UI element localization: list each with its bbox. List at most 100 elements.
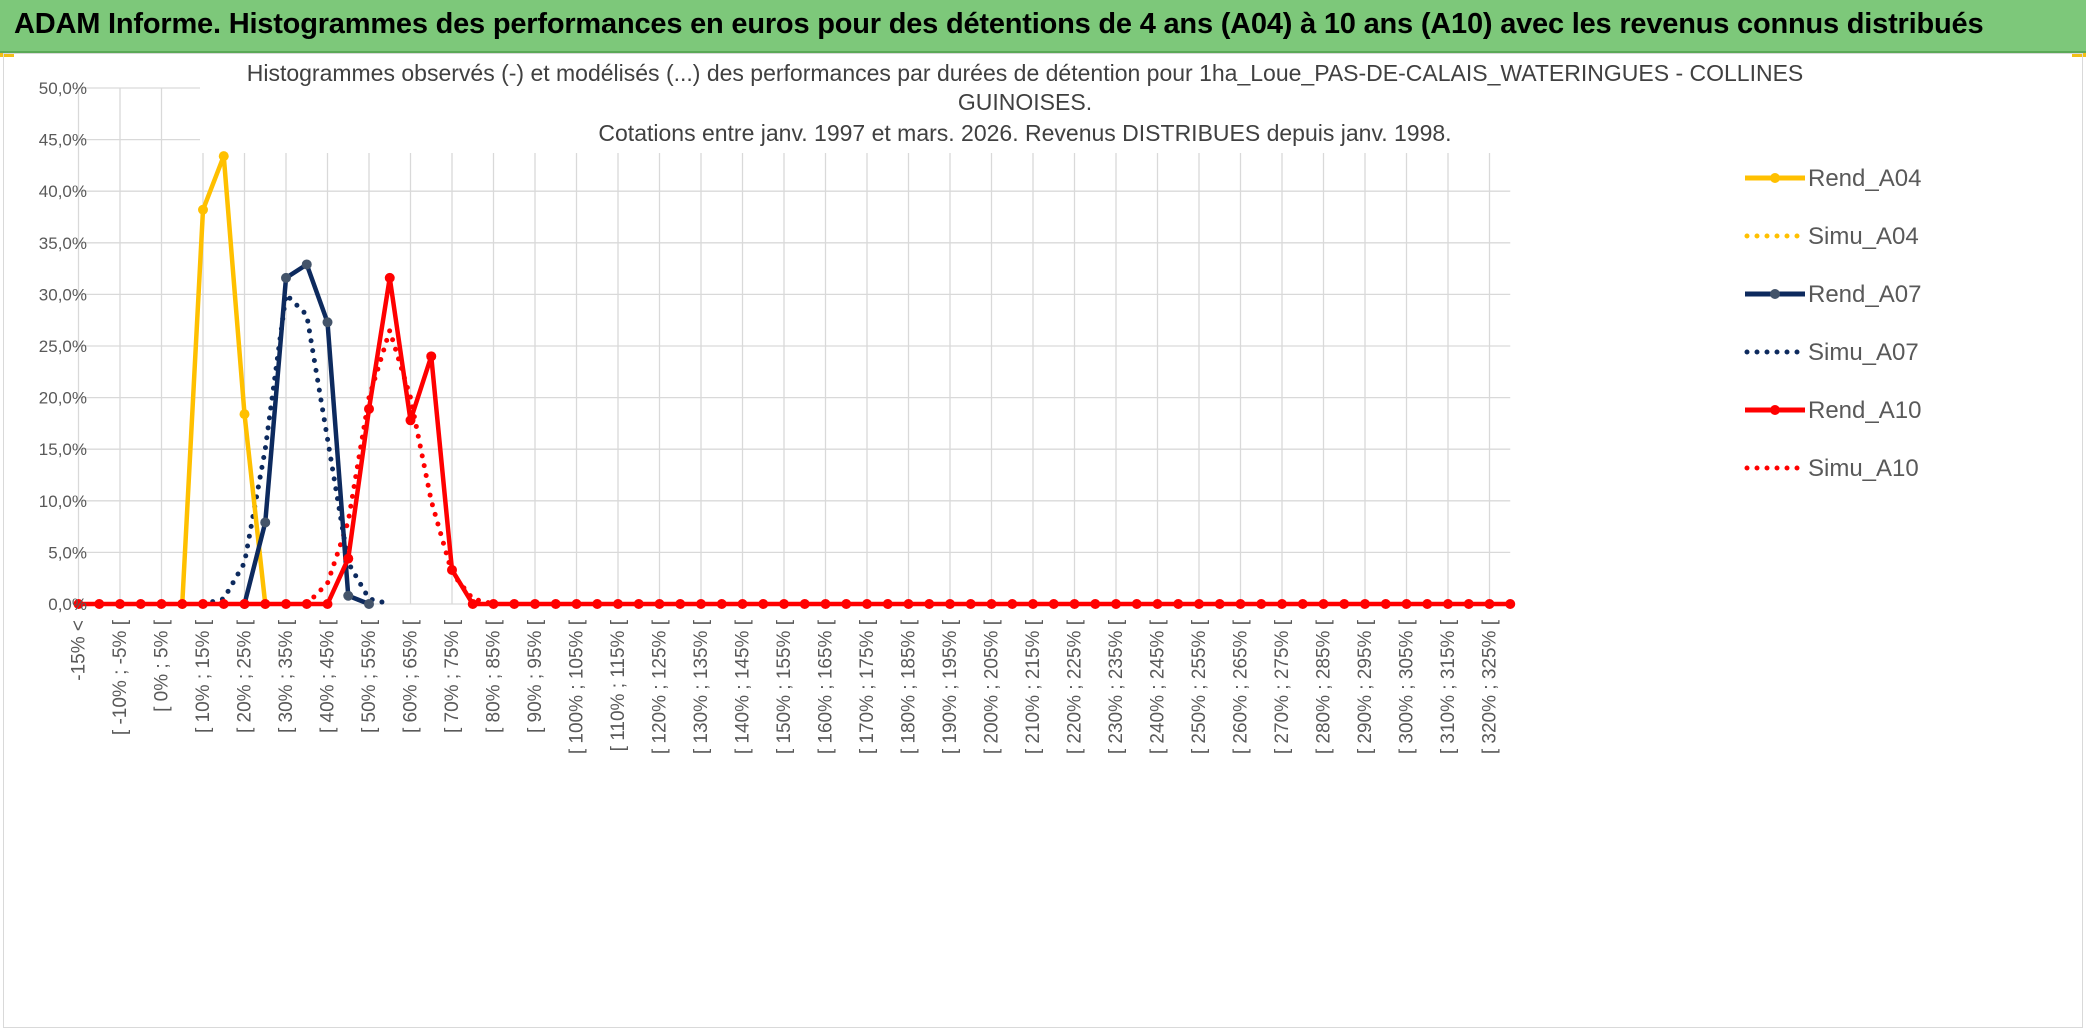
chart-title-line: Histogrammes observés (-) et modélisés (… — [247, 60, 1804, 86]
y-axis: 0,0% 5,0% 10,0% 15,0% 20,0% 25,0% 30,0% 35,0% 40… — [39, 79, 87, 614]
y-tick-label: 45,0% — [39, 131, 87, 150]
data-point — [1028, 599, 1038, 609]
data-point — [1048, 599, 1059, 609]
chart-title-line: Cotations entre janv. 1997 et mars. 2026… — [598, 120, 1451, 146]
data-point — [281, 272, 291, 283]
corner-mark-right — [2072, 53, 2086, 57]
legend-label: Simu_A07 — [1808, 339, 1919, 366]
x-tick-label: [ 140% ; 145% [ — [733, 619, 754, 754]
x-tick-label: [ 230% ; 235% [ — [1106, 619, 1127, 754]
legend-marker — [1770, 289, 1780, 299]
banner: ADAM Informe. Histogrammes des performan… — [0, 0, 2086, 53]
data-point — [281, 599, 291, 609]
x-tick-label: [ 160% ; 165% [ — [816, 619, 837, 754]
data-point — [260, 599, 271, 609]
banner-title: ADAM Informe. Histogrammes des performan… — [14, 8, 1984, 40]
y-tick-label: 0,0% — [48, 595, 87, 614]
data-point — [73, 599, 84, 609]
data-point — [1463, 599, 1474, 609]
data-point — [924, 599, 935, 609]
data-point — [1214, 599, 1225, 609]
data-point — [405, 415, 416, 426]
y-tick-label: 50,0% — [39, 79, 87, 98]
data-point — [613, 599, 623, 609]
chart-title-line: GUINOISES. — [958, 89, 1092, 115]
data-point — [675, 599, 686, 609]
x-tick-label: -15% < — [69, 620, 90, 681]
x-tick-label: [ 40% ; 45% [ — [318, 619, 339, 733]
data-point — [820, 599, 831, 609]
data-point — [779, 599, 789, 609]
x-tick-label: [ 280% ; 285% [ — [1314, 619, 1335, 754]
legend-label: Rend_A10 — [1808, 397, 1921, 424]
data-point — [1401, 599, 1412, 609]
data-point — [945, 599, 955, 609]
data-point — [364, 403, 374, 414]
data-point — [509, 599, 520, 609]
data-point — [550, 599, 561, 609]
data-point — [654, 599, 665, 609]
x-tick-label: [ 180% ; 185% [ — [899, 619, 920, 754]
legend-label: Simu_A04 — [1808, 223, 1919, 250]
grid — [77, 87, 1511, 605]
data-point — [1173, 599, 1184, 609]
x-tick-label: [ 0% ; 5% [ — [152, 619, 173, 712]
x-tick-label: [ 30% ; 35% [ — [276, 619, 297, 733]
data-point — [1443, 599, 1453, 609]
data-point — [1380, 599, 1391, 609]
x-tick-label: [ 270% ; 275% [ — [1272, 619, 1293, 754]
legend-label: Simu_A10 — [1808, 455, 1919, 482]
y-tick-label: 15,0% — [39, 440, 87, 459]
data-point — [1505, 599, 1516, 609]
data-point — [1360, 599, 1370, 609]
data-point — [841, 599, 852, 609]
x-tick-label: [ 190% ; 195% [ — [940, 619, 961, 754]
data-point — [218, 599, 229, 609]
chart: Histogrammes observés (-) et modélisés (… — [39, 57, 1921, 754]
data-point — [1090, 599, 1101, 609]
data-point — [1235, 599, 1246, 609]
data-point — [903, 599, 914, 609]
data-point — [716, 599, 727, 609]
data-point — [592, 599, 603, 609]
y-tick-label: 20,0% — [39, 389, 87, 408]
x-tick-label: [ 150% ; 155% [ — [774, 619, 795, 754]
data-point — [1318, 599, 1329, 609]
series-line-rend_a10 — [78, 275, 1511, 607]
data-point — [115, 599, 125, 609]
x-tick-label: [ 310% ; 315% [ — [1438, 619, 1459, 754]
data-point — [1277, 599, 1287, 609]
data-point — [218, 151, 229, 162]
data-point — [1256, 599, 1267, 609]
x-tick-label: [ 250% ; 255% [ — [1189, 619, 1210, 754]
data-point — [94, 599, 105, 609]
legend-label: Rend_A04 — [1808, 165, 1921, 192]
data-point — [301, 259, 312, 270]
chart-title-background — [200, 57, 1850, 153]
data-point — [758, 599, 769, 609]
series-line-simu_a07 — [200, 289, 393, 607]
data-point — [965, 599, 976, 609]
chart-title: Histogrammes observés (-) et modélisés (… — [200, 57, 1850, 153]
x-tick-label: [ 130% ; 135% [ — [691, 619, 712, 754]
x-tick-label: [ 120% ; 125% [ — [650, 619, 671, 754]
data-point — [1422, 599, 1433, 609]
legend-label: Rend_A07 — [1808, 281, 1921, 308]
y-tick-label: 25,0% — [39, 337, 87, 356]
data-point — [1152, 599, 1163, 609]
data-point — [198, 599, 208, 609]
data-point — [799, 599, 810, 609]
data-point — [571, 599, 582, 609]
data-point — [322, 317, 333, 328]
x-tick-label: [ 300% ; 305% [ — [1397, 619, 1418, 754]
data-point — [696, 599, 706, 609]
data-point — [135, 599, 146, 609]
data-point — [488, 599, 499, 609]
data-point — [384, 272, 395, 283]
x-tick-label: [ 20% ; 25% [ — [235, 619, 256, 733]
data-point — [862, 599, 872, 609]
y-tick-label: 40,0% — [39, 182, 87, 201]
series-line-simu_a10 — [304, 322, 496, 607]
data-point — [260, 517, 271, 528]
x-tick-label: [ 170% ; 175% [ — [857, 619, 878, 754]
